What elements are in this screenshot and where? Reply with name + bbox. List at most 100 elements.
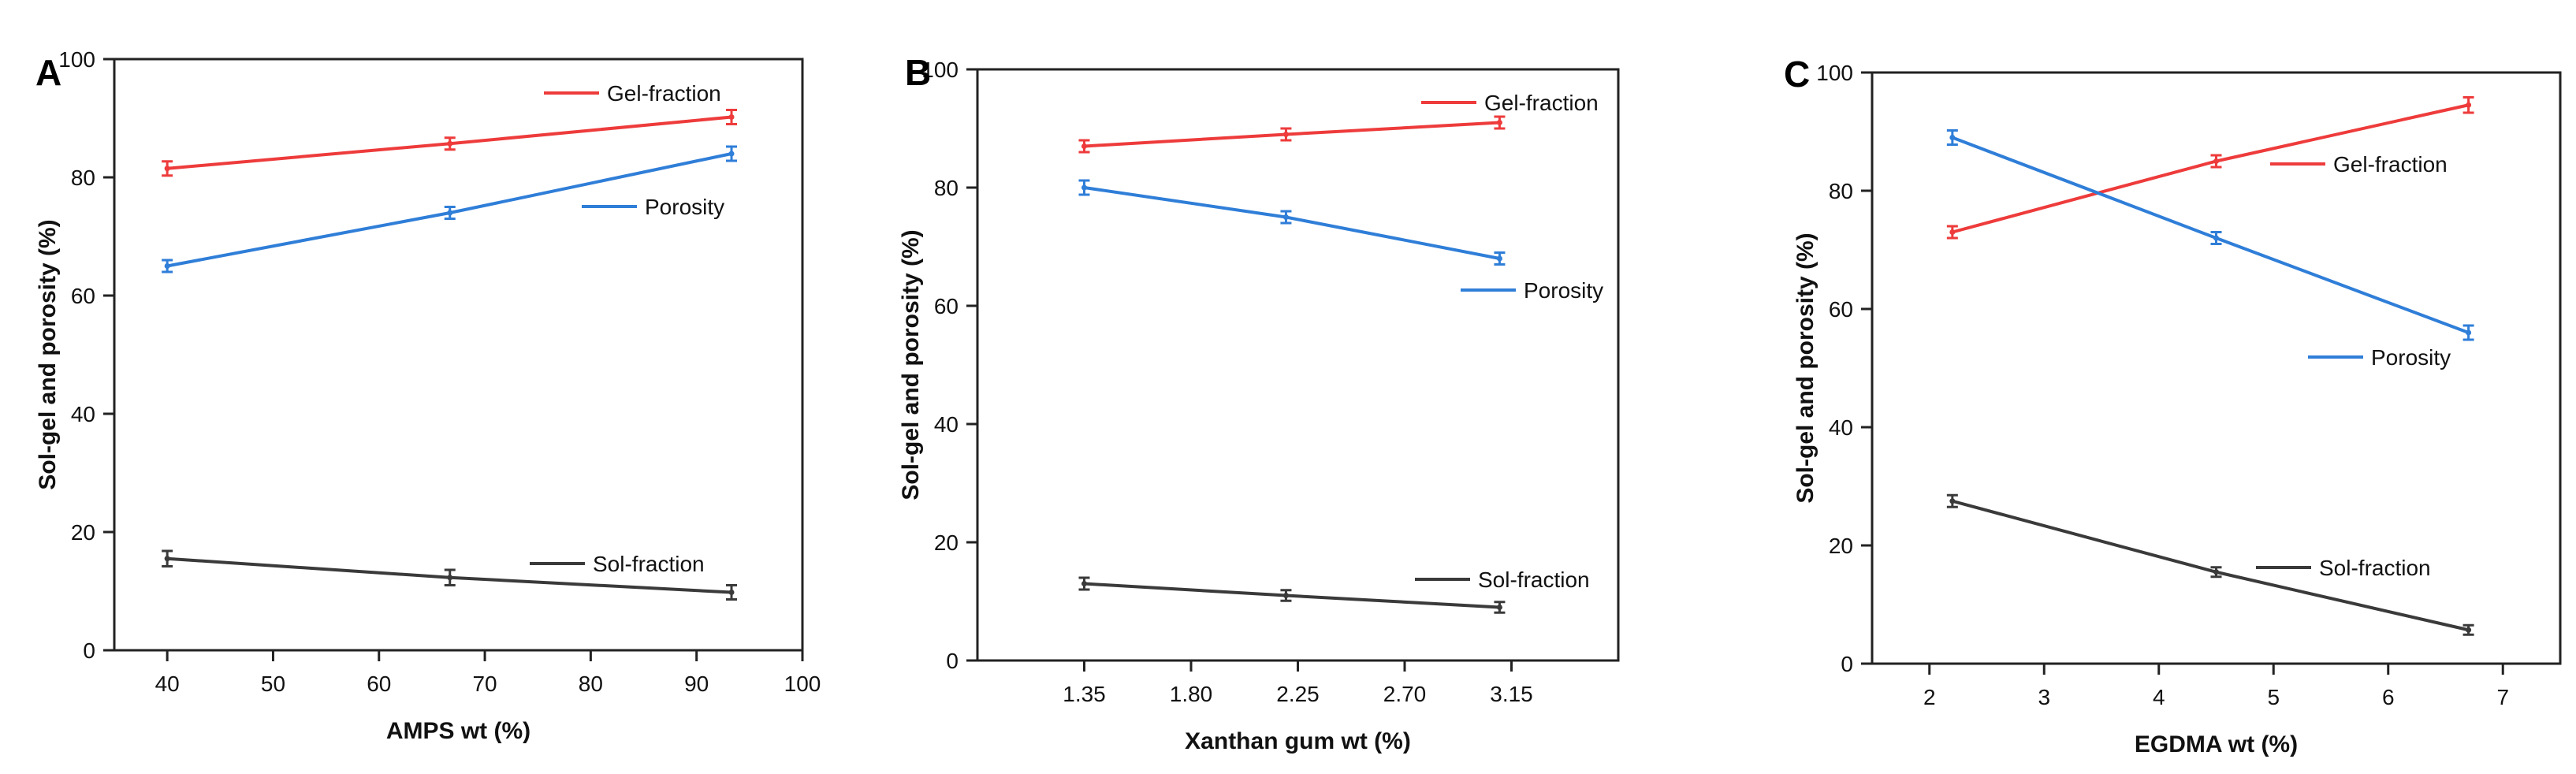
y-tick-label: 100 <box>58 47 95 72</box>
data-point <box>1282 593 1289 598</box>
legend-entry-porosity: Porosity <box>2308 345 2451 370</box>
data-point <box>2466 627 2472 633</box>
x-tick-label: 40 <box>155 672 180 696</box>
y-tick-label: 0 <box>1841 652 1853 676</box>
data-point <box>1282 132 1289 137</box>
legend-label: Sol-fraction <box>593 552 705 576</box>
y-tick-label: 20 <box>1829 534 1853 558</box>
legend-entry-sol-fraction: Sol-fraction <box>1415 567 1590 592</box>
y-tick-label: 60 <box>71 284 95 308</box>
plot-frame <box>1871 71 2562 665</box>
data-point <box>1496 255 1502 262</box>
legend-entry-gel-fraction: Gel-fraction <box>544 81 721 106</box>
data-point <box>1496 605 1502 610</box>
data-point <box>164 263 170 269</box>
x-tick-label: 5 <box>2267 685 2280 709</box>
plot-frame <box>113 58 804 652</box>
data-point <box>1496 120 1502 125</box>
data-point <box>2466 329 2472 336</box>
x-tick-label: 2.25 <box>1276 682 1320 706</box>
legend-entry-porosity: Porosity <box>1461 278 1603 303</box>
y-tick-label: 100 <box>921 58 959 82</box>
legend-label: Porosity <box>1524 278 1603 303</box>
legend-label: Sol-fraction <box>1478 567 1590 592</box>
x-tick-label: 50 <box>261 672 285 696</box>
x-tick-label: 3.15 <box>1490 682 1533 706</box>
data-point <box>447 140 453 147</box>
data-point <box>728 151 735 157</box>
y-tick-label: 60 <box>1829 297 1853 322</box>
x-tick-label: 7 <box>2496 685 2509 709</box>
series-gel-fraction <box>1946 96 2474 240</box>
legend-label: Gel-fraction <box>1484 91 1599 115</box>
panel-label: A <box>35 52 61 93</box>
series-sol-fraction <box>1078 576 1506 614</box>
y-tick-label: 40 <box>71 402 95 426</box>
x-tick-label: 3 <box>2038 685 2050 709</box>
y-tick-label: 40 <box>1829 415 1853 440</box>
data-point <box>2466 102 2472 108</box>
data-point <box>164 166 170 172</box>
data-point <box>1081 184 1087 191</box>
y-tick-label: 20 <box>71 520 95 545</box>
legend-label: Porosity <box>2371 345 2451 370</box>
x-axis-label: Xanthan gum wt (%) <box>1185 728 1411 754</box>
data-point <box>447 210 453 216</box>
panel-label: B <box>905 52 931 93</box>
x-tick-label: 60 <box>367 672 391 696</box>
panel-label: C <box>1784 54 1810 95</box>
y-tick-label: 100 <box>1816 61 1853 85</box>
data-point <box>1949 498 1956 504</box>
legend-entry-sol-fraction: Sol-fraction <box>530 552 705 576</box>
data-point <box>728 590 735 595</box>
y-tick-label: 0 <box>946 649 959 673</box>
legend-entry-gel-fraction: Gel-fraction <box>1421 91 1599 115</box>
series-line <box>1084 186 1500 260</box>
data-point <box>1949 135 1956 140</box>
y-axis-label: Sol-gel and porosity (%) <box>35 219 61 489</box>
chart-panel-c: 0 20 40 60 80 100 2 3 4 5 6 7 EGDMA wt (%) Sol-gel an… <box>1784 54 2562 757</box>
series-porosity <box>1078 179 1506 266</box>
series-line <box>1084 121 1500 148</box>
legend-label: Gel-fraction <box>2333 152 2448 177</box>
data-point <box>2213 158 2219 164</box>
data-point <box>1949 229 1956 235</box>
y-tick-label: 20 <box>934 530 959 555</box>
data-point <box>1081 581 1087 586</box>
series-sol-fraction <box>1946 493 2474 636</box>
series-gel-fraction <box>1078 115 1506 154</box>
x-axis-label: AMPS wt (%) <box>386 718 530 744</box>
legend-label: Sol-fraction <box>2319 556 2431 580</box>
legend-entry-gel-fraction: Gel-fraction <box>2270 152 2448 177</box>
x-tick-label: 1.80 <box>1170 682 1213 706</box>
chart-panel-b: 0 20 40 60 80 100 1.35 1.80 2.25 2.70 3.15 Xanthan … <box>898 52 1620 754</box>
series-porosity <box>162 145 738 274</box>
x-axis-label: EGDMA wt (%) <box>2135 731 2298 757</box>
data-point <box>2213 235 2219 241</box>
y-tick-label: 80 <box>71 166 95 190</box>
y-tick-label: 60 <box>934 294 959 318</box>
data-point <box>2213 569 2219 575</box>
series-line <box>1084 582 1500 609</box>
x-tick-label: 2.70 <box>1383 682 1427 706</box>
y-axis-label: Sol-gel and porosity (%) <box>898 229 924 500</box>
data-point <box>447 575 453 581</box>
data-point <box>728 114 735 120</box>
legend-label: Porosity <box>645 195 724 219</box>
legend-label: Gel-fraction <box>607 81 721 106</box>
x-tick-label: 1.35 <box>1063 682 1106 706</box>
x-tick-label: 2 <box>1923 685 1936 709</box>
x-tick-label: 6 <box>2382 685 2395 709</box>
x-tick-label: 80 <box>579 672 603 696</box>
x-tick-label: 4 <box>2153 685 2165 709</box>
series-sol-fraction <box>162 549 738 601</box>
y-tick-label: 80 <box>934 176 959 200</box>
series-gel-fraction <box>162 109 738 177</box>
data-point <box>1081 143 1087 149</box>
x-tick-label: 90 <box>684 672 709 696</box>
y-tick-label: 80 <box>1829 179 1853 203</box>
x-tick-label: 100 <box>784 672 821 696</box>
data-point <box>164 556 170 562</box>
